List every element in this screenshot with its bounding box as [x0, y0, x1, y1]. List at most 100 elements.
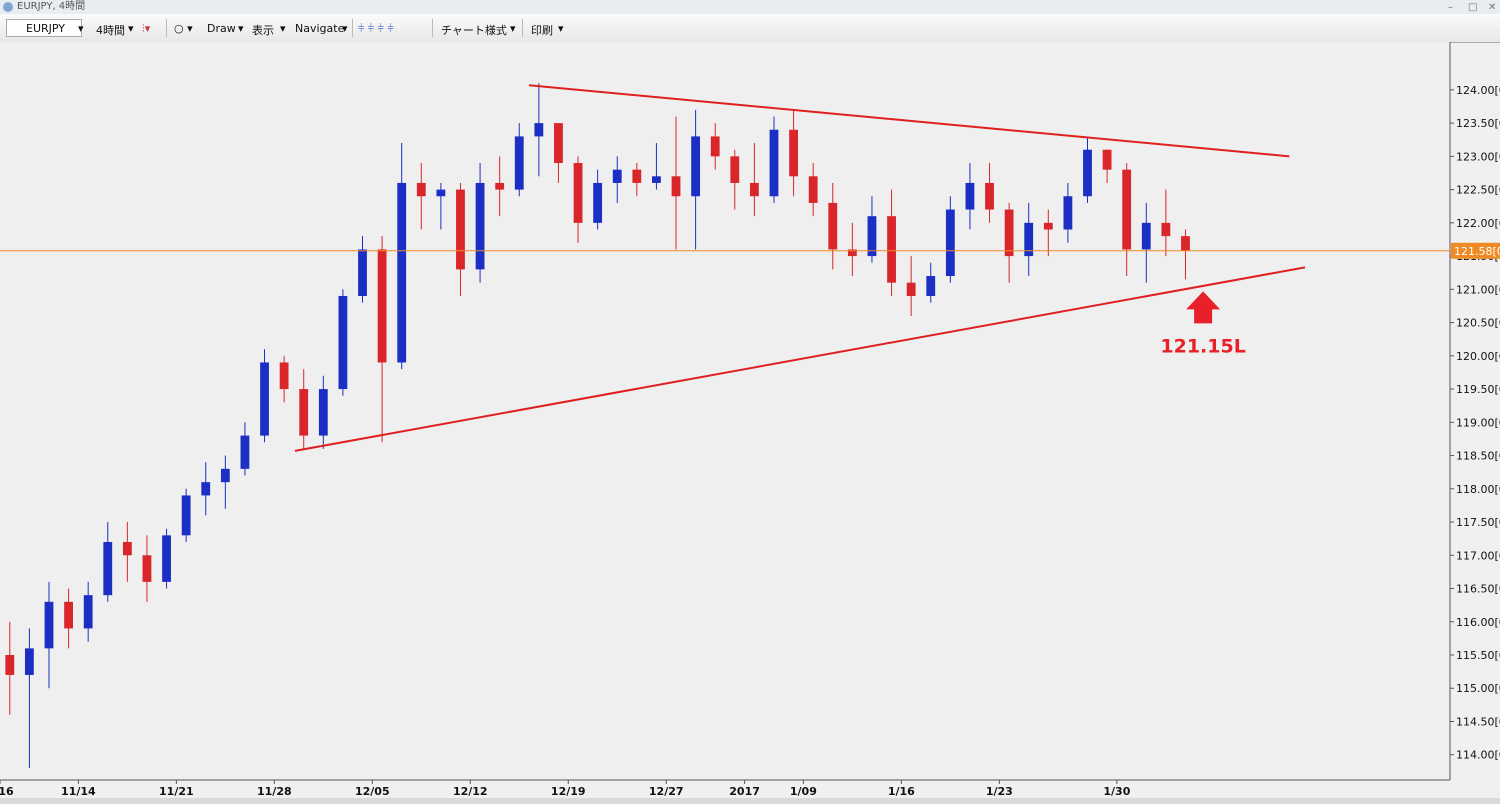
y-tick-label: 114.00[0	[1456, 749, 1500, 762]
candle-body	[1024, 222, 1034, 257]
x-tick-label: 1/23	[986, 785, 1013, 798]
timeframe-select[interactable]: 4時間	[96, 24, 125, 37]
minimize-button[interactable]: –	[1448, 2, 1453, 13]
candle-body	[945, 209, 955, 277]
candle-body	[162, 535, 171, 582]
y-tick-label: 116.50[0	[1456, 583, 1500, 596]
current-price-box	[1451, 242, 1500, 259]
y-tick-label: 121.00[0	[1456, 283, 1500, 296]
app-icon	[3, 2, 13, 12]
candle-body	[514, 136, 524, 190]
separator	[166, 19, 167, 37]
x-tick-label: 16	[0, 785, 14, 798]
candle-body	[554, 123, 563, 164]
candle-body	[593, 182, 603, 223]
dropdown-arrow[interactable]: ▾	[238, 22, 244, 35]
y-tick-label: 118.50[0	[1456, 450, 1500, 463]
x-tick-label: 1/09	[790, 785, 817, 798]
candle-body	[1043, 222, 1053, 230]
dropdown-arrow[interactable]: ▾	[280, 22, 286, 35]
candle-body	[181, 495, 191, 536]
candle-body	[828, 202, 838, 250]
zoom-buttons[interactable]: ⫩ ⫩ ⫩ ⫩	[358, 22, 394, 35]
candle-body	[1102, 149, 1112, 170]
y-tick-label: 119.50[0	[1456, 383, 1500, 396]
y-tick-label: 123.00[0	[1456, 150, 1500, 163]
dropdown-arrow[interactable]: ▾	[558, 22, 564, 35]
candle-body	[456, 189, 465, 270]
separator	[432, 19, 433, 37]
candle-body	[808, 176, 818, 203]
trendline	[528, 84, 1290, 158]
candle-body	[64, 601, 73, 629]
y-tick-label: 114.50[0	[1456, 715, 1500, 728]
candle-body	[1141, 222, 1151, 250]
y-tick-label: 119.00[0	[1456, 416, 1500, 429]
candle-body	[142, 555, 152, 582]
candle-body	[103, 541, 113, 596]
dropdown-arrow[interactable]: ▾	[78, 22, 84, 35]
candle-body	[338, 295, 348, 390]
candle-body	[1083, 149, 1092, 197]
candle-body	[730, 156, 740, 183]
symbol-box[interactable]	[6, 19, 82, 37]
candle-body	[220, 468, 230, 483]
y-tick-label: 115.50[0	[1456, 649, 1500, 662]
candle-body	[377, 249, 387, 363]
candle-body	[358, 249, 367, 296]
navigate-menu[interactable]: Navigate	[295, 22, 345, 35]
status-strip	[0, 798, 1500, 804]
candle-body	[24, 648, 34, 675]
candle-body	[83, 595, 93, 629]
dropdown-arrow[interactable]: ▾	[342, 22, 348, 35]
close-button[interactable]: ✕	[1488, 2, 1497, 13]
y-tick-label: 120.00[0	[1456, 350, 1500, 363]
plot-area	[0, 42, 1450, 780]
candle-body	[769, 129, 779, 197]
candle-body	[906, 282, 916, 296]
chart-type-button[interactable]: ⫶▾	[142, 22, 151, 35]
symbol-select[interactable]: EURJPY	[26, 22, 65, 35]
candle-body	[612, 169, 622, 183]
x-tick-label: 12/27	[649, 785, 684, 798]
y-tick-label: 117.50[0	[1456, 516, 1500, 529]
trendline	[294, 266, 1306, 452]
y-tick-label: 124.00[0	[1456, 84, 1500, 97]
candle-body	[847, 249, 857, 257]
x-tick-label: 11/28	[257, 785, 292, 798]
candle-body	[122, 541, 132, 556]
candle-body	[475, 182, 485, 270]
candle-body	[495, 182, 505, 190]
title-bar: EURJPY, 4時間 – □ ✕	[0, 0, 1500, 14]
y-tick-label: 123.50[0	[1456, 117, 1500, 130]
x-tick-label: 11/14	[61, 785, 96, 798]
maximize-button[interactable]: □	[1468, 2, 1478, 13]
y-tick-label: 122.00[0	[1456, 217, 1500, 230]
candle-body	[691, 136, 701, 197]
window-title: EURJPY, 4時間	[17, 1, 86, 12]
candle-body	[436, 189, 446, 197]
candle-body	[534, 123, 544, 137]
view-menu[interactable]: 表示	[252, 24, 274, 37]
annotation-text: 121.15L	[1160, 335, 1245, 357]
annotation-arrow	[1186, 291, 1221, 324]
chart-style-menu[interactable]: チャート様式	[441, 24, 507, 37]
candle-body	[1161, 222, 1171, 237]
candle-body	[1004, 209, 1014, 257]
print-menu[interactable]: 印刷	[531, 24, 553, 37]
candle-body	[632, 169, 642, 183]
dropdown-arrow[interactable]: ▾	[510, 22, 516, 35]
draw-menu[interactable]: Draw	[207, 22, 236, 35]
x-tick-label: 12/05	[355, 785, 390, 798]
dropdown-arrow[interactable]: ▾	[128, 22, 134, 35]
x-tick-label: 11/21	[159, 785, 194, 798]
y-tick-label: 116.00[0	[1456, 616, 1500, 629]
candle-body	[1063, 196, 1073, 230]
shape-button[interactable]: ○ ▾	[174, 22, 193, 35]
y-tick-label: 122.50[0	[1456, 184, 1500, 197]
y-tick-label: 117.00[0	[1456, 549, 1500, 562]
x-tick-label: 12/19	[551, 785, 586, 798]
candle-body	[1181, 236, 1190, 251]
chart: 114.00[0 114.50[0 115.00[0 115.50[0 116.00[0…	[0, 42, 1500, 804]
